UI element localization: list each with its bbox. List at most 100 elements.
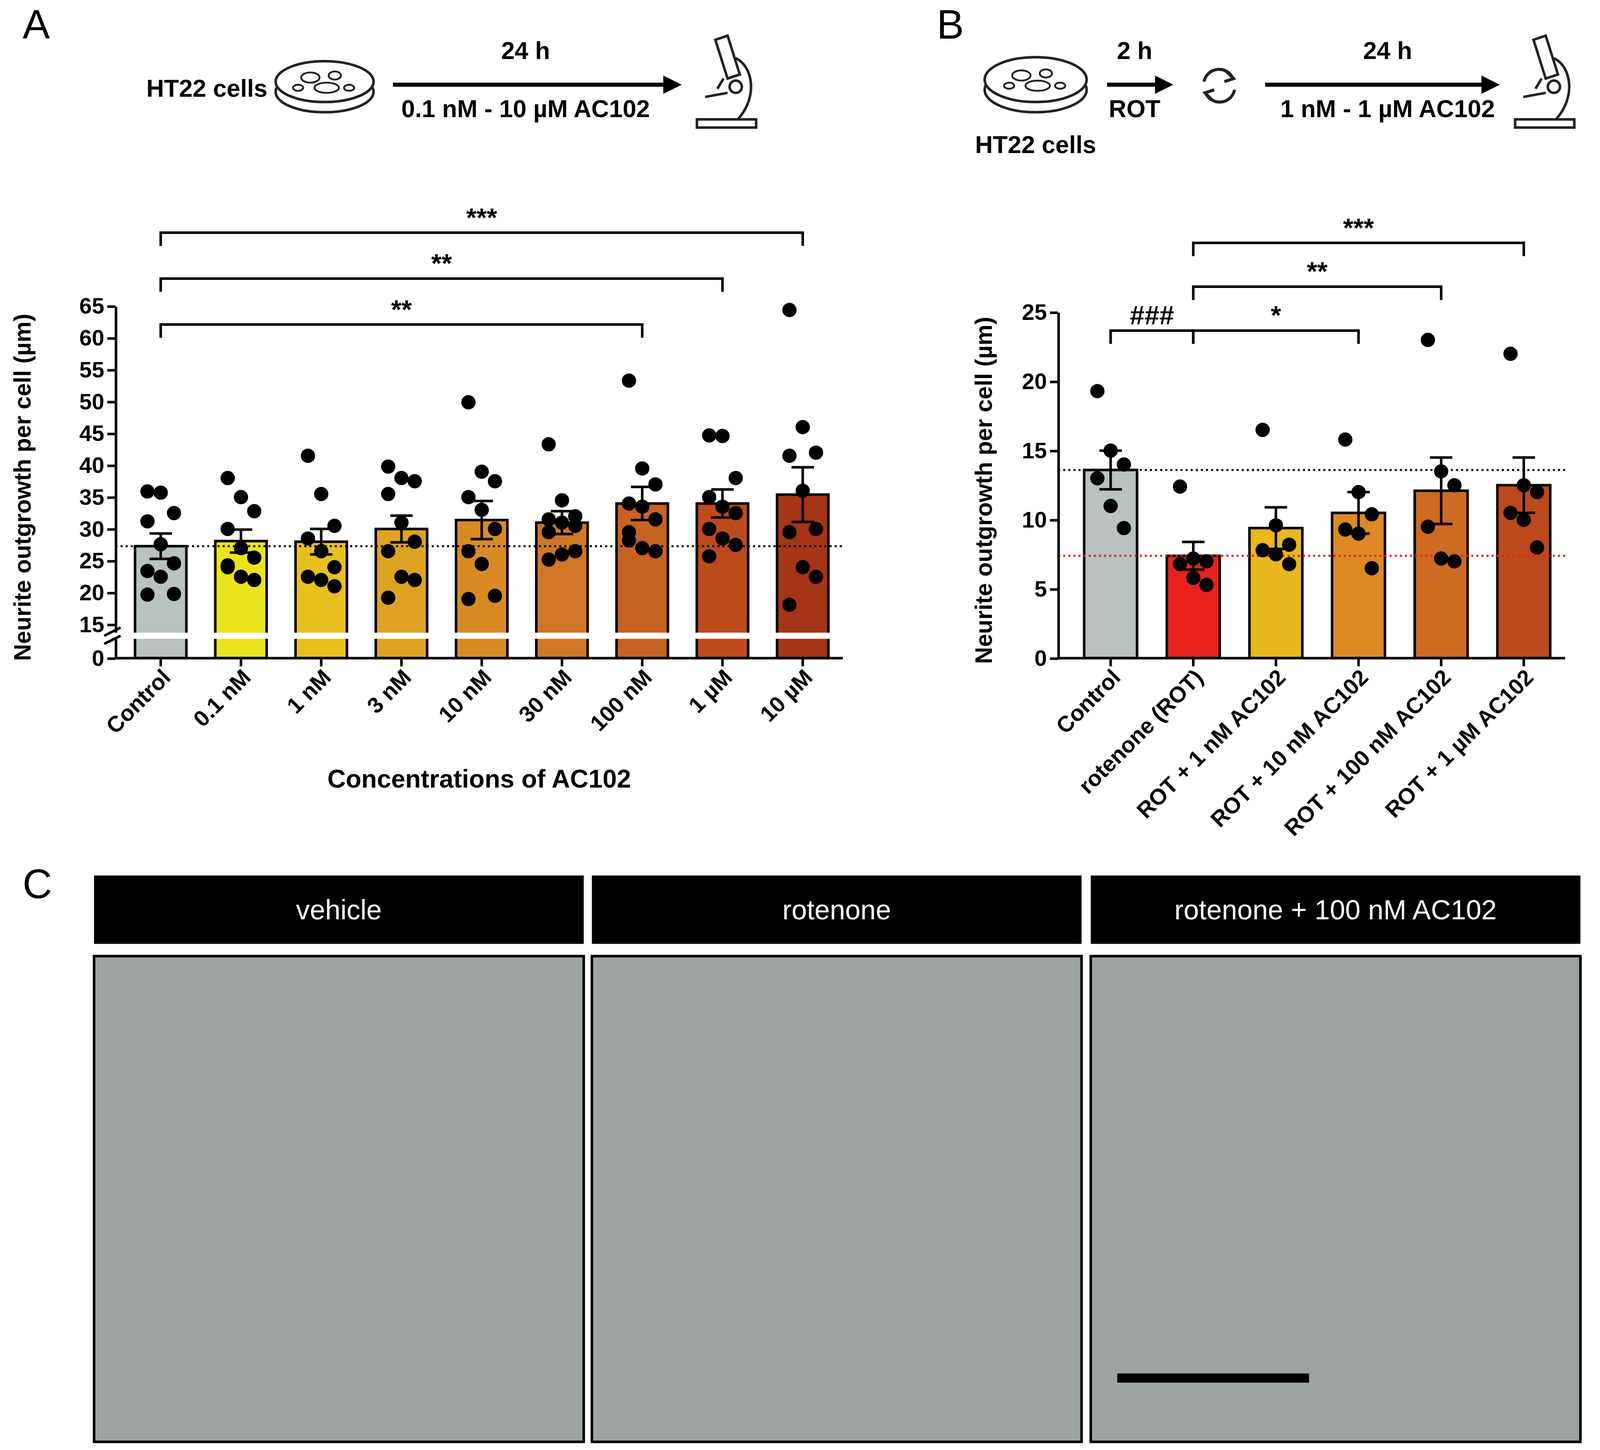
y-axis-line [1057, 312, 1061, 659]
data-point [541, 436, 556, 452]
y-tick: 65 [79, 293, 116, 319]
y-tick-label: 5 [1034, 576, 1047, 602]
data-point [648, 477, 663, 492]
scheme: HT22 cells2 hROT24 h1 nM - 1 µM AC102 [974, 35, 1575, 158]
data-point [808, 569, 823, 584]
bar [1249, 527, 1303, 658]
x-tick: 0.1 nM [188, 657, 256, 732]
data-point [1090, 383, 1105, 398]
data-point [1447, 477, 1462, 492]
microscope-knob [729, 80, 743, 94]
y-axis: 01520253035404550556065 [79, 293, 117, 671]
x-tick-mark [1274, 657, 1278, 666]
panel-label: C [22, 860, 52, 907]
data-point [1172, 556, 1188, 571]
axis-break-mark [104, 627, 121, 636]
data-point [702, 428, 717, 443]
data-point [1116, 457, 1132, 472]
x-tick: 10 µM [754, 657, 818, 727]
data-point [1103, 498, 1118, 513]
y-tick: 30 [79, 516, 116, 542]
error-cap [1264, 506, 1288, 509]
data-point [461, 543, 476, 559]
y-tick-mark [107, 464, 116, 468]
data-point [166, 505, 181, 520]
bar [1084, 469, 1137, 658]
y-tick: 60 [79, 325, 116, 351]
significance-bracket [1193, 330, 1359, 344]
data-point [808, 521, 823, 536]
y-tick-mark [1049, 311, 1058, 315]
data-point [1199, 577, 1214, 592]
y-tick-label: 25 [1022, 299, 1047, 325]
figure: AHT22 cells24 h0.1 nM - 10 µM AC10201520… [0, 0, 1600, 1450]
dish-cell [301, 72, 320, 83]
data-point [407, 473, 422, 488]
y-axis: 0510152025 [1022, 299, 1059, 671]
x-tick-mark [319, 657, 323, 666]
data-point [541, 552, 556, 567]
error-cap [1182, 540, 1205, 544]
dish-cell [328, 71, 342, 80]
data-point [1090, 471, 1105, 486]
panel: AHT22 cells24 h0.1 nM - 10 µM AC10201520… [9, 1, 845, 793]
x-tick: 1 µM [683, 657, 738, 718]
x-tick: ROT + 1 nM AC102 [1131, 657, 1291, 823]
y-tick-label: 20 [79, 579, 105, 606]
y-tick-mark [107, 432, 116, 436]
bar [1166, 555, 1220, 659]
y-tick: 20 [1022, 368, 1059, 394]
x-tick-label: 1 µM [683, 664, 738, 718]
dish-cell [1003, 82, 1015, 89]
y-tick-label: 15 [79, 611, 105, 637]
data-point [702, 489, 717, 504]
y-tick-mark [107, 527, 116, 531]
significance-label: *** [1343, 212, 1375, 243]
microscope [1515, 35, 1575, 128]
y-tick-label: 20 [1022, 368, 1047, 394]
data-point [782, 524, 797, 539]
image-header [1090, 875, 1581, 944]
significance-bracket [1193, 286, 1442, 300]
x-tick-mark [1439, 657, 1443, 666]
data-point [474, 556, 489, 571]
dish-top [275, 61, 374, 103]
y-tick-label: 55 [79, 357, 105, 383]
x-tick-label: ROT + 100 nM AC102 [1279, 664, 1456, 841]
data-point [554, 547, 570, 562]
data-point [554, 493, 570, 508]
data-point [153, 485, 168, 500]
data-point [461, 591, 476, 606]
panel-label: B [936, 1, 964, 48]
data-point [1516, 512, 1531, 527]
data-point [394, 569, 409, 584]
x-axis: Controlrotenone (ROT)ROT + 1 nM AC102ROT… [1050, 657, 1565, 841]
error-cap [149, 531, 173, 535]
data-point [220, 521, 235, 536]
data-point [1503, 346, 1518, 361]
scheme-text: 24 h [501, 36, 551, 65]
x-tick-mark [1522, 657, 1526, 666]
y-tick-mark [1049, 588, 1058, 591]
y-tick-label: 40 [79, 452, 105, 478]
data-point [1281, 537, 1297, 552]
micrograph [1090, 955, 1581, 1442]
x-tick: 3 nM [361, 657, 417, 719]
reference-line [1057, 554, 1565, 557]
significance-bracket [1110, 330, 1194, 344]
y-tick-mark [107, 305, 116, 308]
data-point [568, 518, 583, 533]
y-tick-label: 15 [1022, 437, 1047, 464]
axis-break-gap [103, 632, 846, 639]
image-title: rotenone + 100 nM AC102 [1174, 894, 1498, 925]
reference-line [1057, 468, 1565, 472]
x-tick-mark [560, 657, 564, 666]
marks [1057, 332, 1565, 658]
microscope-stage [1523, 92, 1546, 97]
data-point [1255, 422, 1270, 437]
data-point [1255, 542, 1270, 558]
data-point [795, 420, 810, 435]
microscope-lens [1535, 78, 1542, 89]
error-cap [791, 465, 814, 469]
scheme-text: 2 h [1116, 36, 1153, 65]
